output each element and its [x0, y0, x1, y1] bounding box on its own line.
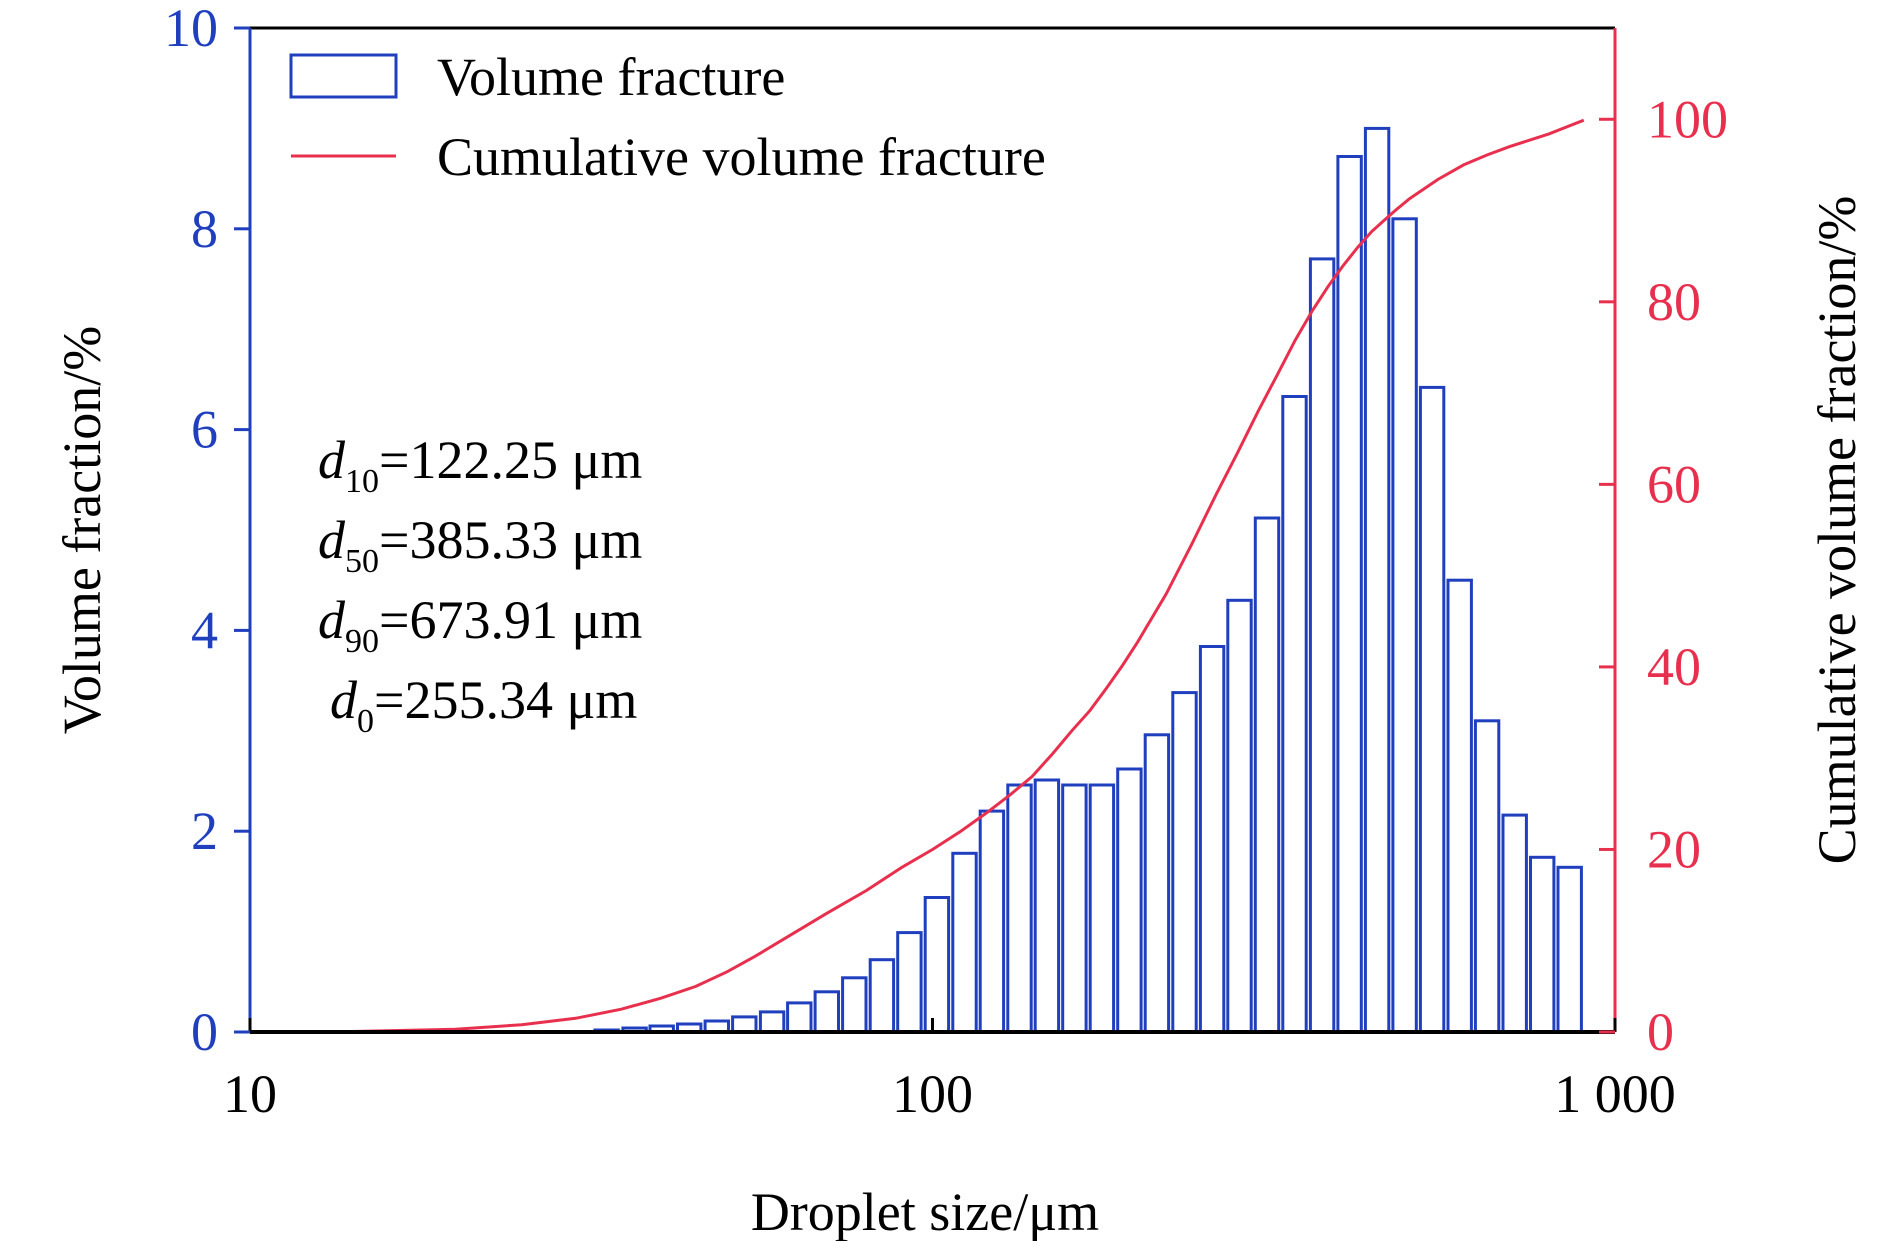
legend-swatch-bars: [289, 53, 398, 99]
right-ticks-layer: 0 20 40 60 80 100: [1599, 89, 1728, 1062]
d-value-annotations: d10=122.25 μm d50=385.33 μm d90=673.91 μ…: [318, 430, 642, 740]
legend: Volume fracture Cumulative volume fractu…: [289, 47, 1046, 187]
left-tick-label: 6: [191, 400, 218, 460]
bar: [951, 851, 978, 1034]
right-tick-label: 20: [1647, 819, 1701, 879]
cumulative-volume-line: [327, 118, 1585, 1034]
annotation-d10: d10=122.25 μm: [318, 430, 642, 500]
bar: [923, 896, 951, 1034]
bar: [1446, 578, 1473, 1034]
x-axis-title: Droplet size/μm: [751, 1182, 1099, 1241]
bar: [978, 809, 1006, 1034]
right-tick-label: 40: [1647, 637, 1701, 697]
x-ticks-layer: 10 100 1 000: [223, 1018, 1676, 1124]
bar: [731, 1015, 758, 1034]
left-tick-label: 4: [191, 600, 218, 660]
bar: [868, 958, 896, 1034]
bar: [758, 1010, 786, 1034]
annotation-d50: d50=385.33 μm: [318, 510, 642, 580]
bar: [1281, 395, 1308, 1034]
bar: [1171, 691, 1198, 1034]
left-axis-title: Volume fraction/%: [52, 326, 112, 734]
left-tick-label: 10: [164, 0, 218, 58]
bar: [1033, 778, 1061, 1034]
right-axis-title: Cumulative volume fraction/%: [1807, 196, 1867, 865]
bar: [1226, 598, 1253, 1034]
annotation-d90: d90=673.91 μm: [318, 590, 642, 660]
bar: [1143, 733, 1171, 1034]
right-tick-label: 100: [1647, 89, 1728, 149]
bar: [1088, 783, 1116, 1034]
left-tick-label: 8: [191, 199, 218, 259]
bar: [1061, 783, 1088, 1034]
x-tick-label: 10: [223, 1064, 277, 1124]
bar: [1198, 645, 1226, 1034]
bars-layer: [593, 126, 1583, 1034]
legend-label-line: Cumulative volume fracture: [437, 127, 1046, 187]
bar: [1253, 516, 1281, 1034]
bar: [1336, 155, 1363, 1034]
x-tick-label: 1 000: [1554, 1064, 1676, 1124]
right-tick-label: 80: [1647, 272, 1701, 332]
bar: [1418, 385, 1446, 1034]
annotation-d0: d0=255.34 μm: [330, 670, 637, 740]
bar: [1363, 126, 1391, 1034]
bar: [1529, 855, 1556, 1034]
bar: [813, 990, 840, 1034]
bar: [841, 976, 868, 1034]
bar: [1391, 217, 1418, 1034]
x-tick-label: 100: [892, 1064, 973, 1124]
left-tick-label: 2: [191, 801, 218, 861]
right-tick-label: 60: [1647, 454, 1701, 514]
bar: [786, 1001, 813, 1034]
bar: [1556, 865, 1583, 1034]
bar: [1501, 813, 1528, 1034]
legend-label-bars: Volume fracture: [437, 47, 785, 107]
left-ticks-layer: 0 2 4 6 8 10: [164, 0, 250, 1062]
left-tick-label: 0: [191, 1002, 218, 1062]
bar: [1308, 257, 1336, 1034]
right-tick-label: 0: [1647, 1002, 1674, 1062]
bar: [1006, 783, 1033, 1034]
bar: [896, 931, 923, 1034]
bar: [1473, 719, 1501, 1034]
bar: [1116, 767, 1143, 1034]
